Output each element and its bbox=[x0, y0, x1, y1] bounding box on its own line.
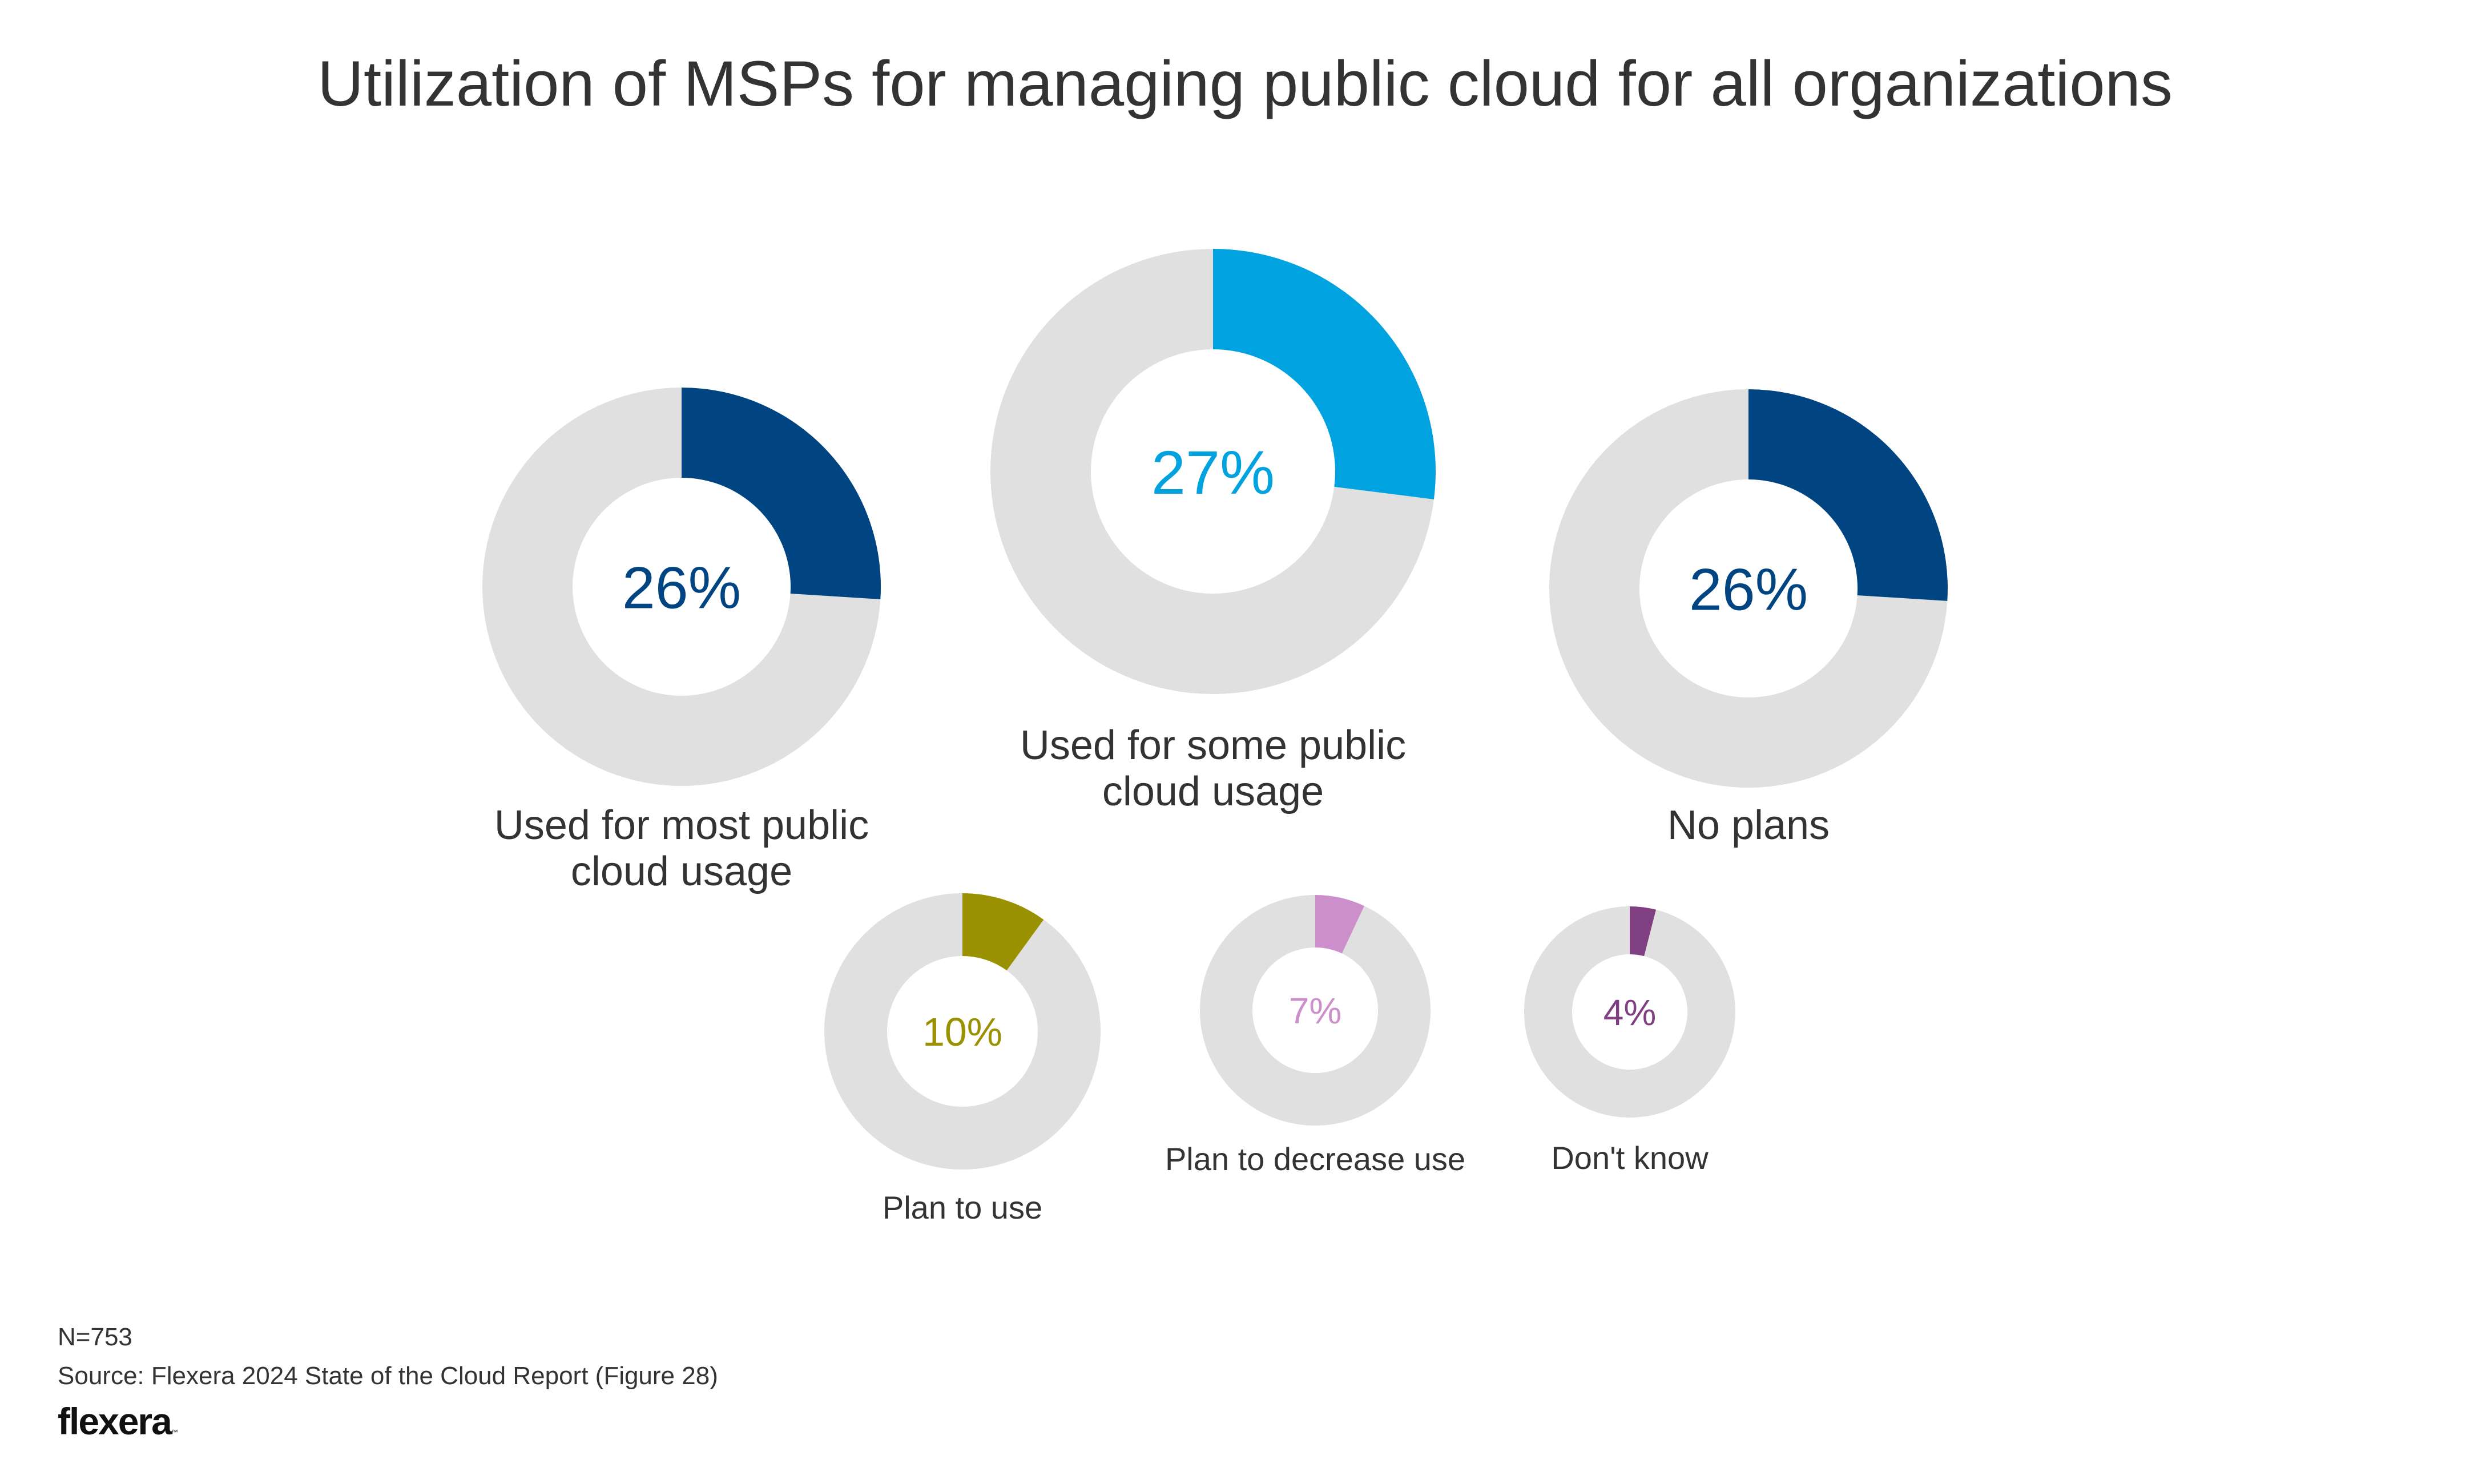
donut-track bbox=[1200, 895, 1431, 1126]
trademark-mark: ™ bbox=[171, 1428, 178, 1436]
category-label: Used for some public cloud usage bbox=[1020, 723, 1406, 814]
donut-segment bbox=[962, 893, 1044, 971]
category-label: No plans bbox=[1667, 803, 1830, 848]
donut-plan-to-use: 10% Plan to use bbox=[824, 893, 1101, 1225]
donut-segment bbox=[1213, 249, 1436, 499]
category-label-line: Plan to use bbox=[883, 1189, 1042, 1225]
donut-track bbox=[1524, 906, 1736, 1118]
category-label: Plan to decrease use bbox=[1165, 1141, 1465, 1177]
category-label-line: cloud usage bbox=[571, 849, 792, 894]
category-label: Plan to use bbox=[883, 1189, 1042, 1225]
donut-plan-to-decrease-use: 7% Plan to decrease use bbox=[1165, 895, 1465, 1177]
data-label: 26% bbox=[622, 555, 741, 621]
logo-text: flexera bbox=[58, 1400, 172, 1442]
category-label: Don't know bbox=[1551, 1140, 1709, 1176]
donut-track bbox=[1549, 389, 1948, 788]
category-label-line: cloud usage bbox=[1102, 769, 1324, 814]
data-label: 10% bbox=[922, 1010, 1002, 1054]
donut-segment bbox=[1315, 895, 1365, 954]
data-label: 7% bbox=[1289, 990, 1342, 1031]
flexera-logo: flexera™ bbox=[58, 1400, 178, 1443]
donut-used-for-most-public-cloud-usage: 26% Used for most public cloud usage bbox=[482, 388, 881, 894]
donut-no-plans: 26% No plans bbox=[1549, 389, 1948, 848]
donut-segment bbox=[1748, 389, 1948, 601]
category-label-line: Don't know bbox=[1551, 1140, 1709, 1176]
donut-segment bbox=[682, 388, 881, 599]
data-label: 4% bbox=[1603, 992, 1657, 1033]
category-label-line: Used for some public bbox=[1020, 723, 1406, 768]
source-note: Source: Flexera 2024 State of the Cloud … bbox=[58, 1362, 718, 1390]
donut-track bbox=[990, 249, 1434, 694]
category-label-line: Used for most public bbox=[494, 803, 869, 848]
category-label: Used for most public cloud usage bbox=[494, 803, 869, 894]
category-label-line: Plan to decrease use bbox=[1165, 1141, 1465, 1177]
data-label: 26% bbox=[1689, 556, 1808, 623]
data-label: 27% bbox=[1151, 438, 1275, 507]
category-label-line: No plans bbox=[1667, 803, 1830, 848]
sample-size-note: N=753 bbox=[58, 1323, 132, 1351]
donut-track bbox=[482, 388, 881, 786]
donut-used-for-some-public-cloud-usage: 27% Used for some public cloud usage bbox=[990, 249, 1436, 814]
chart-title: Utilization of MSPs for managing public … bbox=[317, 48, 2173, 119]
donut-track bbox=[824, 893, 1101, 1170]
donut-segment bbox=[1630, 906, 1657, 957]
donut-don-t-know: 4% Don't know bbox=[1524, 906, 1736, 1176]
